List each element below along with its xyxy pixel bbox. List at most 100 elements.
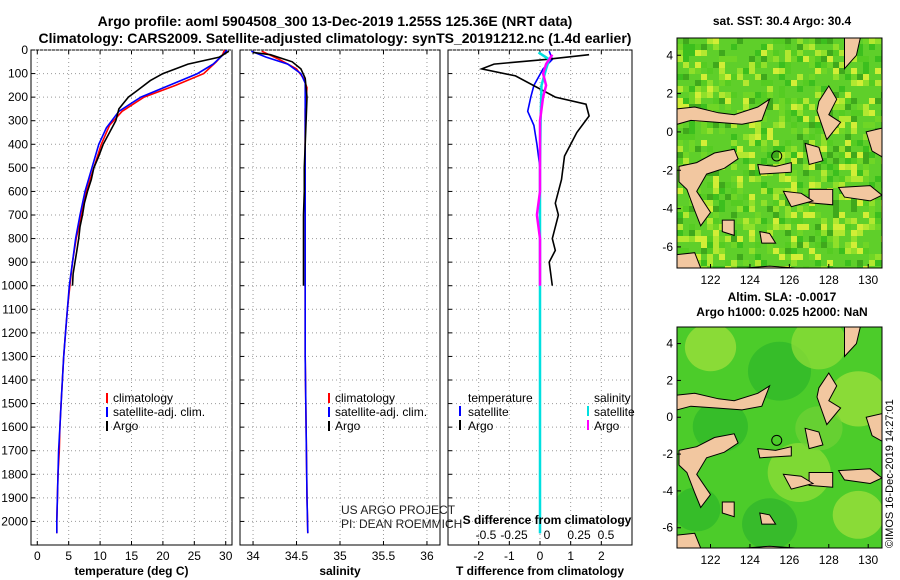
sst-pixel [839, 176, 845, 182]
sst-pixel [719, 50, 725, 56]
sst-pixel [707, 68, 713, 74]
sst-pixel [821, 140, 827, 146]
temperature-xtick-label: 30 [219, 549, 233, 563]
sst-pixel [809, 122, 815, 128]
sla-map-xtick-label: 126 [779, 553, 799, 567]
sst-pixel [815, 224, 821, 230]
sst-pixel [713, 248, 719, 254]
sst-pixel [791, 128, 797, 134]
sst-pixel [755, 212, 761, 218]
sst-pixel [803, 152, 809, 158]
sst-pixel [677, 140, 683, 146]
depth-tick-label: 1000 [1, 279, 28, 293]
sst-pixel [713, 62, 719, 68]
sst-pixel [731, 92, 737, 98]
sla-map-xtick-label: 124 [740, 553, 760, 567]
sst-pixel [755, 122, 761, 128]
sst-pixel [839, 110, 845, 116]
sst-pixel [845, 248, 851, 254]
sst-pixel [779, 218, 785, 224]
land-mass [808, 472, 834, 488]
sst-pixel [815, 230, 821, 236]
sst-pixel [791, 110, 797, 116]
sst-pixel [713, 266, 719, 268]
sst-pixel [737, 254, 743, 260]
sst-pixel [677, 218, 683, 224]
annotation-line: US ARGO PROJECT [341, 503, 456, 517]
sst-pixel [797, 230, 803, 236]
sst-pixel [863, 158, 869, 164]
sst-pixel [785, 230, 791, 236]
sst-pixel [857, 248, 863, 254]
annotation-line: PI: DEAN ROEMMICH [341, 517, 462, 531]
sst-pixel [863, 242, 869, 248]
sst-pixel [797, 50, 803, 56]
sst-pixel [737, 242, 743, 248]
sst-pixel [743, 158, 749, 164]
sst-pixel [677, 248, 683, 254]
sst-pixel [731, 134, 737, 140]
sst-pixel [791, 254, 797, 260]
sst-pixel [737, 176, 743, 182]
sst-pixel [839, 194, 845, 200]
sst-pixel [869, 254, 875, 260]
sst-map-xtick-label: 122 [700, 273, 720, 287]
sst-pixel [773, 218, 779, 224]
sst-pixel [839, 212, 845, 218]
sst-pixel [707, 122, 713, 128]
sst-pixel [767, 152, 773, 158]
sst-pixel [809, 80, 815, 86]
sst-pixel [839, 152, 845, 158]
sst-pixel [689, 230, 695, 236]
land-mass [721, 219, 735, 237]
sst-pixel [869, 206, 875, 212]
sst-map-ytick-label: 2 [666, 87, 673, 101]
sst-pixel [767, 56, 773, 62]
sst-pixel [833, 236, 839, 242]
sst-pixel [707, 104, 713, 110]
sst-pixel [803, 44, 809, 50]
sst-map-ytick-label: 4 [666, 48, 673, 62]
land-mass [721, 501, 735, 518]
sst-pixel [785, 116, 791, 122]
sst-pixel [701, 74, 707, 80]
sst-pixel [839, 122, 845, 128]
sst-pixel [701, 128, 707, 134]
sst-pixel [833, 128, 839, 134]
sst-pixel [785, 56, 791, 62]
land-mass [678, 148, 739, 227]
sst-pixel [791, 146, 797, 152]
depth-tick-label: 600 [8, 184, 28, 198]
sst-pixel [695, 146, 701, 152]
sst-pixel [749, 248, 755, 254]
sst-pixel [785, 110, 791, 116]
sst-pixel [719, 254, 725, 260]
sst-pixel [821, 266, 827, 268]
depth-tick-label: 1400 [1, 373, 28, 387]
sst-pixel [731, 176, 737, 182]
sst-pixel [785, 200, 791, 206]
sst-pixel [719, 248, 725, 254]
sst-pixel [683, 56, 689, 62]
sst-pixel [791, 212, 797, 218]
sst-pixel [773, 104, 779, 110]
differences-series-1 [478, 53, 590, 286]
sst-pixel [815, 128, 821, 134]
sst-pixel [785, 176, 791, 182]
sst-pixel [695, 80, 701, 86]
sst-pixel [749, 230, 755, 236]
sst-pixel [743, 104, 749, 110]
sst-pixel [851, 200, 857, 206]
sst-pixel [833, 62, 839, 68]
sst-pixel [695, 44, 701, 50]
sst-pixel [767, 86, 773, 92]
sst-pixel [779, 74, 785, 80]
sst-pixel [779, 224, 785, 230]
salinity-series-1 [251, 50, 309, 534]
sst-pixel [725, 80, 731, 86]
sst-pixel [821, 62, 827, 68]
sst-pixel [737, 74, 743, 80]
sst-pixel [689, 92, 695, 98]
sst-pixel [863, 56, 869, 62]
